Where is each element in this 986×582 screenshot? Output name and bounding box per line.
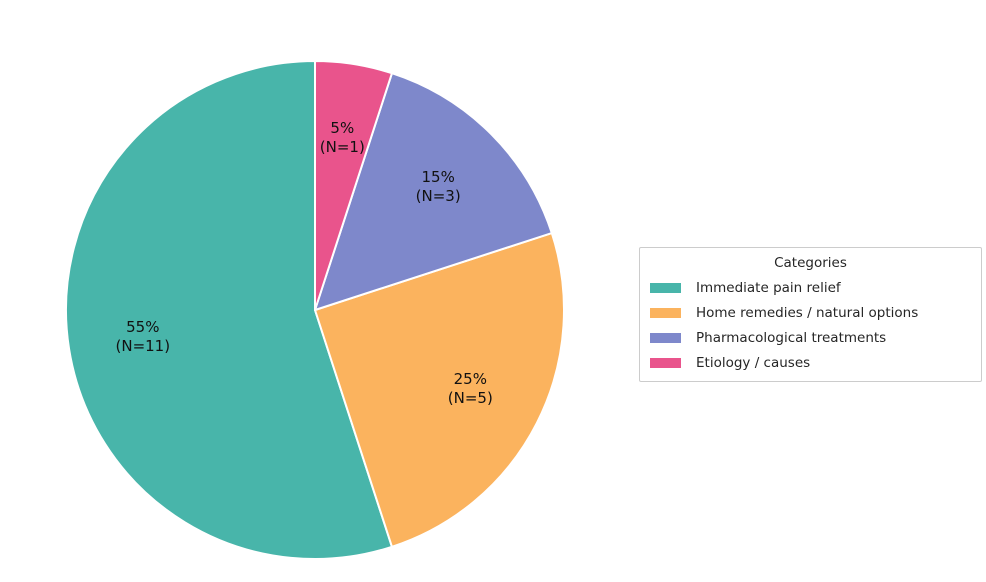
pie-slice-label-home-remedies: 25% (N=5) bbox=[448, 370, 493, 408]
legend-item-label: Immediate pain relief bbox=[696, 279, 841, 296]
pie-slice-label-immediate-pain-relief: 55% (N=11) bbox=[116, 318, 171, 356]
pie-slice-pharmacological-treatments bbox=[314, 72, 553, 311]
pie-slice-percent: 55% bbox=[126, 318, 160, 337]
legend-item: Immediate pain relief bbox=[650, 275, 971, 300]
pie-slice-immediate-pain-relief bbox=[64, 60, 393, 560]
pie-slice-percent: 5% bbox=[330, 118, 355, 137]
pie-slice-percent: 25% bbox=[453, 370, 487, 389]
pie-slice-label-etiology-causes: 5% (N=1) bbox=[320, 119, 365, 157]
legend-title: Categories bbox=[774, 255, 847, 271]
legend-swatch-immediate-pain-relief bbox=[650, 282, 681, 293]
legend-item: Etiology / causes bbox=[650, 350, 971, 375]
legend-item-label: Etiology / causes bbox=[696, 354, 811, 371]
legend-swatch-pharmacological-treatments bbox=[650, 332, 681, 343]
legend-item: Pharmacological treatments bbox=[650, 325, 971, 350]
pie-slice-etiology-causes bbox=[314, 60, 393, 311]
legend-swatch-etiology-causes bbox=[650, 357, 681, 368]
pie-slice-count: (N=11) bbox=[115, 337, 171, 356]
pie-slice-percent: 15% bbox=[421, 167, 455, 186]
legend-item: Home remedies / natural options bbox=[650, 300, 971, 325]
legend: Categories Immediate pain relief Home re… bbox=[639, 247, 982, 382]
legend-swatch-home-remedies bbox=[650, 307, 681, 318]
legend-item-label: Home remedies / natural options bbox=[696, 304, 919, 321]
pie-slice-count: (N=1) bbox=[319, 137, 365, 156]
pie-slice-count: (N=3) bbox=[415, 186, 461, 205]
pie-slice-label-pharmacological-treatments: 15% (N=3) bbox=[416, 168, 461, 206]
legend-item-label: Pharmacological treatments bbox=[696, 329, 887, 346]
pie-slice-home-remedies-natural-options bbox=[314, 232, 565, 548]
pie-slice-count: (N=5) bbox=[447, 389, 493, 408]
